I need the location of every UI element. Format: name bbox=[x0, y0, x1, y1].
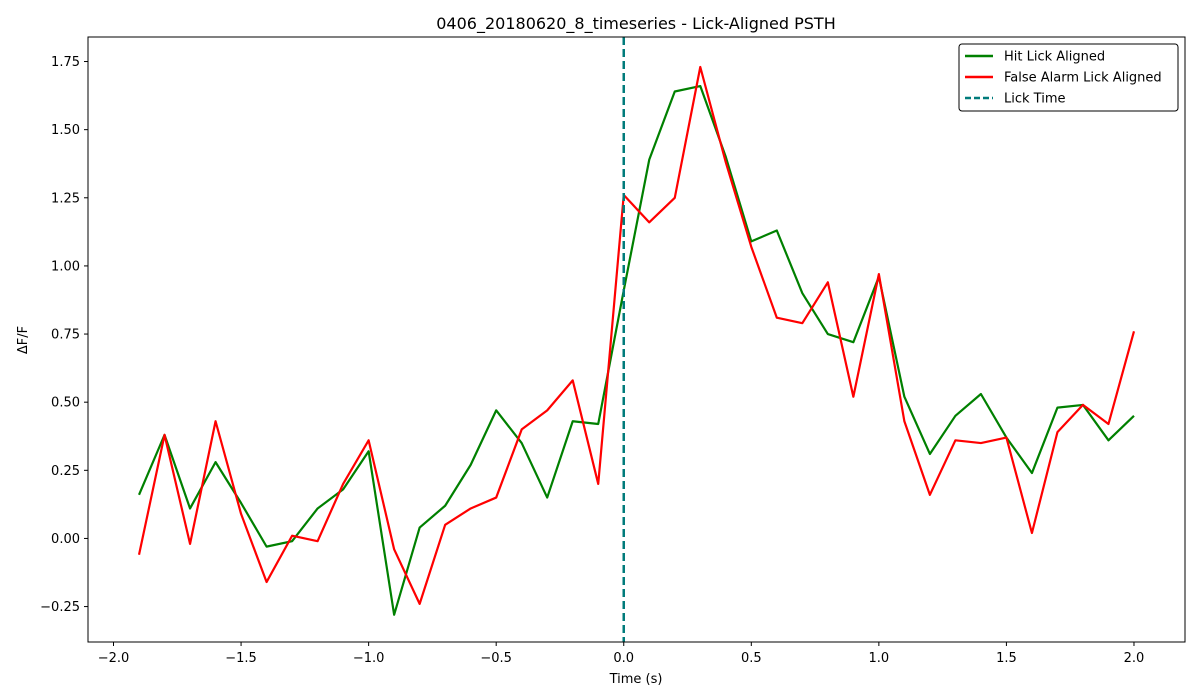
x-tick-label: −1.0 bbox=[353, 651, 385, 666]
y-tick-label: 1.75 bbox=[51, 55, 80, 70]
y-tick-label: 0.25 bbox=[51, 464, 80, 479]
x-tick-label: −2.0 bbox=[98, 651, 130, 666]
x-tick-label: −0.5 bbox=[480, 651, 512, 666]
y-tick-label: 1.50 bbox=[51, 123, 80, 138]
x-tick-label: −1.5 bbox=[225, 651, 257, 666]
y-axis: −0.25 0.00 0.25 0.50 0.75 1.00 1.25 1.50 1.75 bbox=[40, 55, 88, 615]
chart-title: 0406_20180620_8_timeseries - Lick-Aligne… bbox=[436, 14, 835, 34]
y-tick-label: 0.75 bbox=[51, 328, 80, 343]
x-tick-label: 0.0 bbox=[613, 651, 634, 666]
y-tick-label: 0.50 bbox=[51, 396, 80, 411]
legend-label-0: Hit Lick Aligned bbox=[1004, 50, 1105, 65]
x-tick-label: 1.5 bbox=[996, 651, 1017, 666]
legend-label-1: False Alarm Lick Aligned bbox=[1004, 71, 1162, 86]
legend-box bbox=[958, 43, 1179, 112]
plot-area bbox=[137, 37, 1136, 642]
legend: Hit Lick Aligned False Alarm Lick Aligned… bbox=[958, 43, 1179, 112]
y-axis-label: ΔF/F bbox=[16, 326, 31, 354]
y-tick-label: 1.00 bbox=[51, 259, 80, 274]
y-tick-label: 1.25 bbox=[51, 191, 80, 206]
x-axis-label: Time (s) bbox=[609, 672, 663, 687]
series-line-1 bbox=[137, 65, 1136, 605]
plot-frame bbox=[87, 36, 1186, 643]
y-tick-label: 0.00 bbox=[51, 532, 80, 547]
x-tick-label: 2.0 bbox=[1124, 651, 1145, 666]
y-tick-label: −0.25 bbox=[40, 600, 80, 615]
x-tick-label: 1.0 bbox=[869, 651, 890, 666]
series-line-0 bbox=[138, 84, 1135, 616]
legend-label-2: Lick Time bbox=[1004, 92, 1065, 107]
x-axis: −2.0 −1.5 −1.0 −0.5 0.0 0.5 1.0 1.5 2.0 bbox=[98, 642, 1145, 666]
x-tick-label: 0.5 bbox=[741, 651, 762, 666]
